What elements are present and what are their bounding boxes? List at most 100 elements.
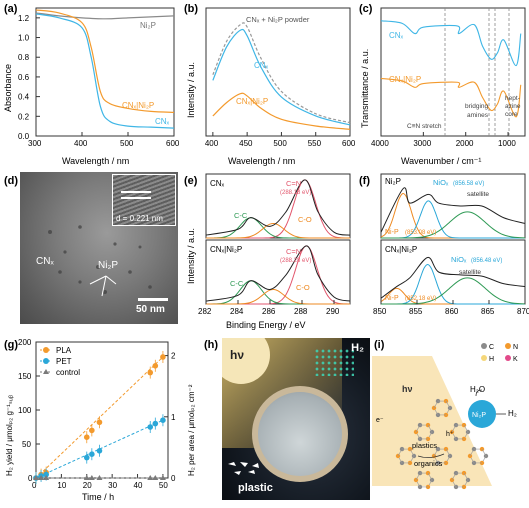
data-point-pet (147, 424, 154, 430)
reactor-photo: hν H₂ plastic (222, 338, 370, 500)
data-point-pla (83, 434, 90, 440)
series-line (212, 22, 351, 124)
lattice-atom (435, 412, 441, 418)
satellite-label-top: satellite (467, 191, 489, 198)
panel-label-e: (e) (184, 175, 198, 187)
label-cnx: CNₓ (155, 117, 170, 126)
cc-label-top: C-C (234, 211, 248, 220)
lattice-atom (425, 422, 431, 428)
x-tick-label: 450 (239, 139, 253, 148)
lattice-atom (461, 470, 467, 476)
panel-label-b: (b) (184, 3, 198, 15)
sample-label-top: Ni₂P (385, 177, 401, 186)
x-tick-label: 282 (198, 307, 212, 316)
label-powder: CNₓ + Ni₂P powder (246, 15, 310, 24)
cn-label-top: C=N (286, 179, 301, 188)
plastics-label: plastics (412, 441, 437, 450)
y-tick-label: 150 (18, 372, 32, 381)
data-point-pla (147, 369, 154, 376)
photoreforming-schematic: (i) hν Ni₂P H₂O H₂ h⁺ plastics organics … (372, 339, 518, 490)
data-point-pet (83, 454, 90, 461)
panel-d: (d) d = 0.221 nm CNₓ Ni₂P 50 nm (0, 172, 180, 332)
x-tick-label: 850 (373, 307, 387, 316)
plastic-label: plastic (238, 482, 273, 494)
lattice-bond (463, 472, 469, 481)
hv-label: hν (230, 348, 245, 362)
series-line (380, 20, 522, 67)
x-tick-label: 0 (32, 481, 37, 490)
label-ni2p: Ni₂P (140, 21, 156, 30)
label-cnx: CNₓ (254, 61, 269, 70)
legend-control: control (56, 368, 80, 377)
series-line (212, 28, 351, 126)
label-amines: amines (467, 112, 489, 119)
lattice-bond (463, 424, 469, 433)
sample-label-top: CNₓ (210, 179, 225, 188)
lattice-atom (479, 446, 485, 452)
scale-label: 50 nm (136, 304, 165, 315)
series-line (35, 9, 175, 113)
y-axis-label: Intensity / a.u. (186, 62, 196, 118)
y-tick-label: 0.8 (18, 53, 30, 62)
photoluminescence-chart: (b) 400 450 500 550 600 CNₓ + Ni₂P powder CN… (184, 3, 356, 166)
cn-ev-top: (288.18 eV) (280, 190, 311, 196)
panel-b: (b) 400 450 500 550 600 CNₓ + Ni₂P powder CN… (180, 0, 356, 170)
spectrum-line (205, 179, 351, 236)
lattice-bond (427, 424, 433, 433)
y-tick-label: 50 (22, 440, 31, 449)
y-axis-label: Absorbance (3, 64, 13, 112)
data-point-control (96, 475, 103, 480)
panel-label-f: (f) (359, 175, 370, 187)
plot-frame-top (205, 173, 351, 239)
panel-f: (f) 850 855 860 865 870 Ni₂P NiOₓ (856.58 eV… (355, 172, 529, 332)
data-point-control (43, 475, 50, 480)
eminus-label: e⁻ (376, 417, 384, 424)
x-tick-label: 3000 (413, 139, 431, 148)
legend-atom-label: C (489, 344, 494, 351)
data-point-pla (89, 427, 95, 434)
x-tick-label: 500 (273, 139, 287, 148)
data-point-pet (96, 448, 103, 454)
x-tick-label: 870 (517, 307, 529, 316)
fit-peak (381, 200, 525, 239)
nip-label-top: Ni-P (385, 229, 399, 236)
spectrum-line (380, 187, 526, 233)
light-beam (372, 356, 492, 486)
d-spacing-label: d = 0.221 nm (116, 214, 163, 223)
x-tick-label: 4000 (371, 139, 389, 148)
lattice-atom (471, 460, 477, 466)
y-axis-label-left: H₂ yield / μmolₚ₂ g⁻¹ₛᵤᵦ (5, 395, 14, 476)
x-tick-label: 600 (342, 139, 355, 148)
panel-label-d: (d) (4, 175, 18, 187)
panel-i: (i) hν Ni₂P H₂O H₂ h⁺ plastics organics … (372, 336, 529, 503)
data-point-pla (96, 419, 103, 426)
x-tick-label: 1000 (498, 139, 516, 148)
x-tick-label: 400 (74, 139, 88, 148)
co-label-bottom: C-O (296, 283, 310, 292)
plot-frame (380, 7, 526, 137)
data-point-pla (152, 363, 159, 369)
fit-peak (206, 288, 350, 305)
x-tick-label: 600 (166, 139, 180, 148)
panel-e: (e) 282 284 286 288 290 CNₓ C=N (288.18 eV) … (180, 172, 355, 332)
y-tick-label: 0.2 (18, 112, 30, 121)
trend-line (35, 419, 164, 479)
series-line (380, 77, 522, 118)
lattice-atom (443, 446, 449, 452)
y-tick-label: 0 (28, 474, 33, 483)
x-tick-label: 286 (262, 307, 276, 316)
plot-frame-bottom (205, 239, 351, 305)
cn-ev-bottom: (288.28 eV) (280, 258, 311, 264)
x-axis-label: Wavelength / nm (62, 156, 129, 166)
legend-pet: PET (56, 357, 72, 366)
label-cnx: CNₓ (389, 31, 404, 40)
niox-ev-bottom: (856.48 eV) (471, 258, 502, 264)
y-axis-label-right: H₂ per area / μmolₚ₂ cm⁻² (187, 384, 196, 476)
x-tick-label: 865 (481, 307, 495, 316)
hv-label: hν (402, 384, 413, 394)
label-bridging: bridging (465, 103, 489, 110)
lattice-atom (453, 436, 459, 442)
lattice-atom (417, 484, 423, 490)
ni2p-particle (468, 400, 496, 428)
panel-label-i: (i) (374, 339, 385, 351)
